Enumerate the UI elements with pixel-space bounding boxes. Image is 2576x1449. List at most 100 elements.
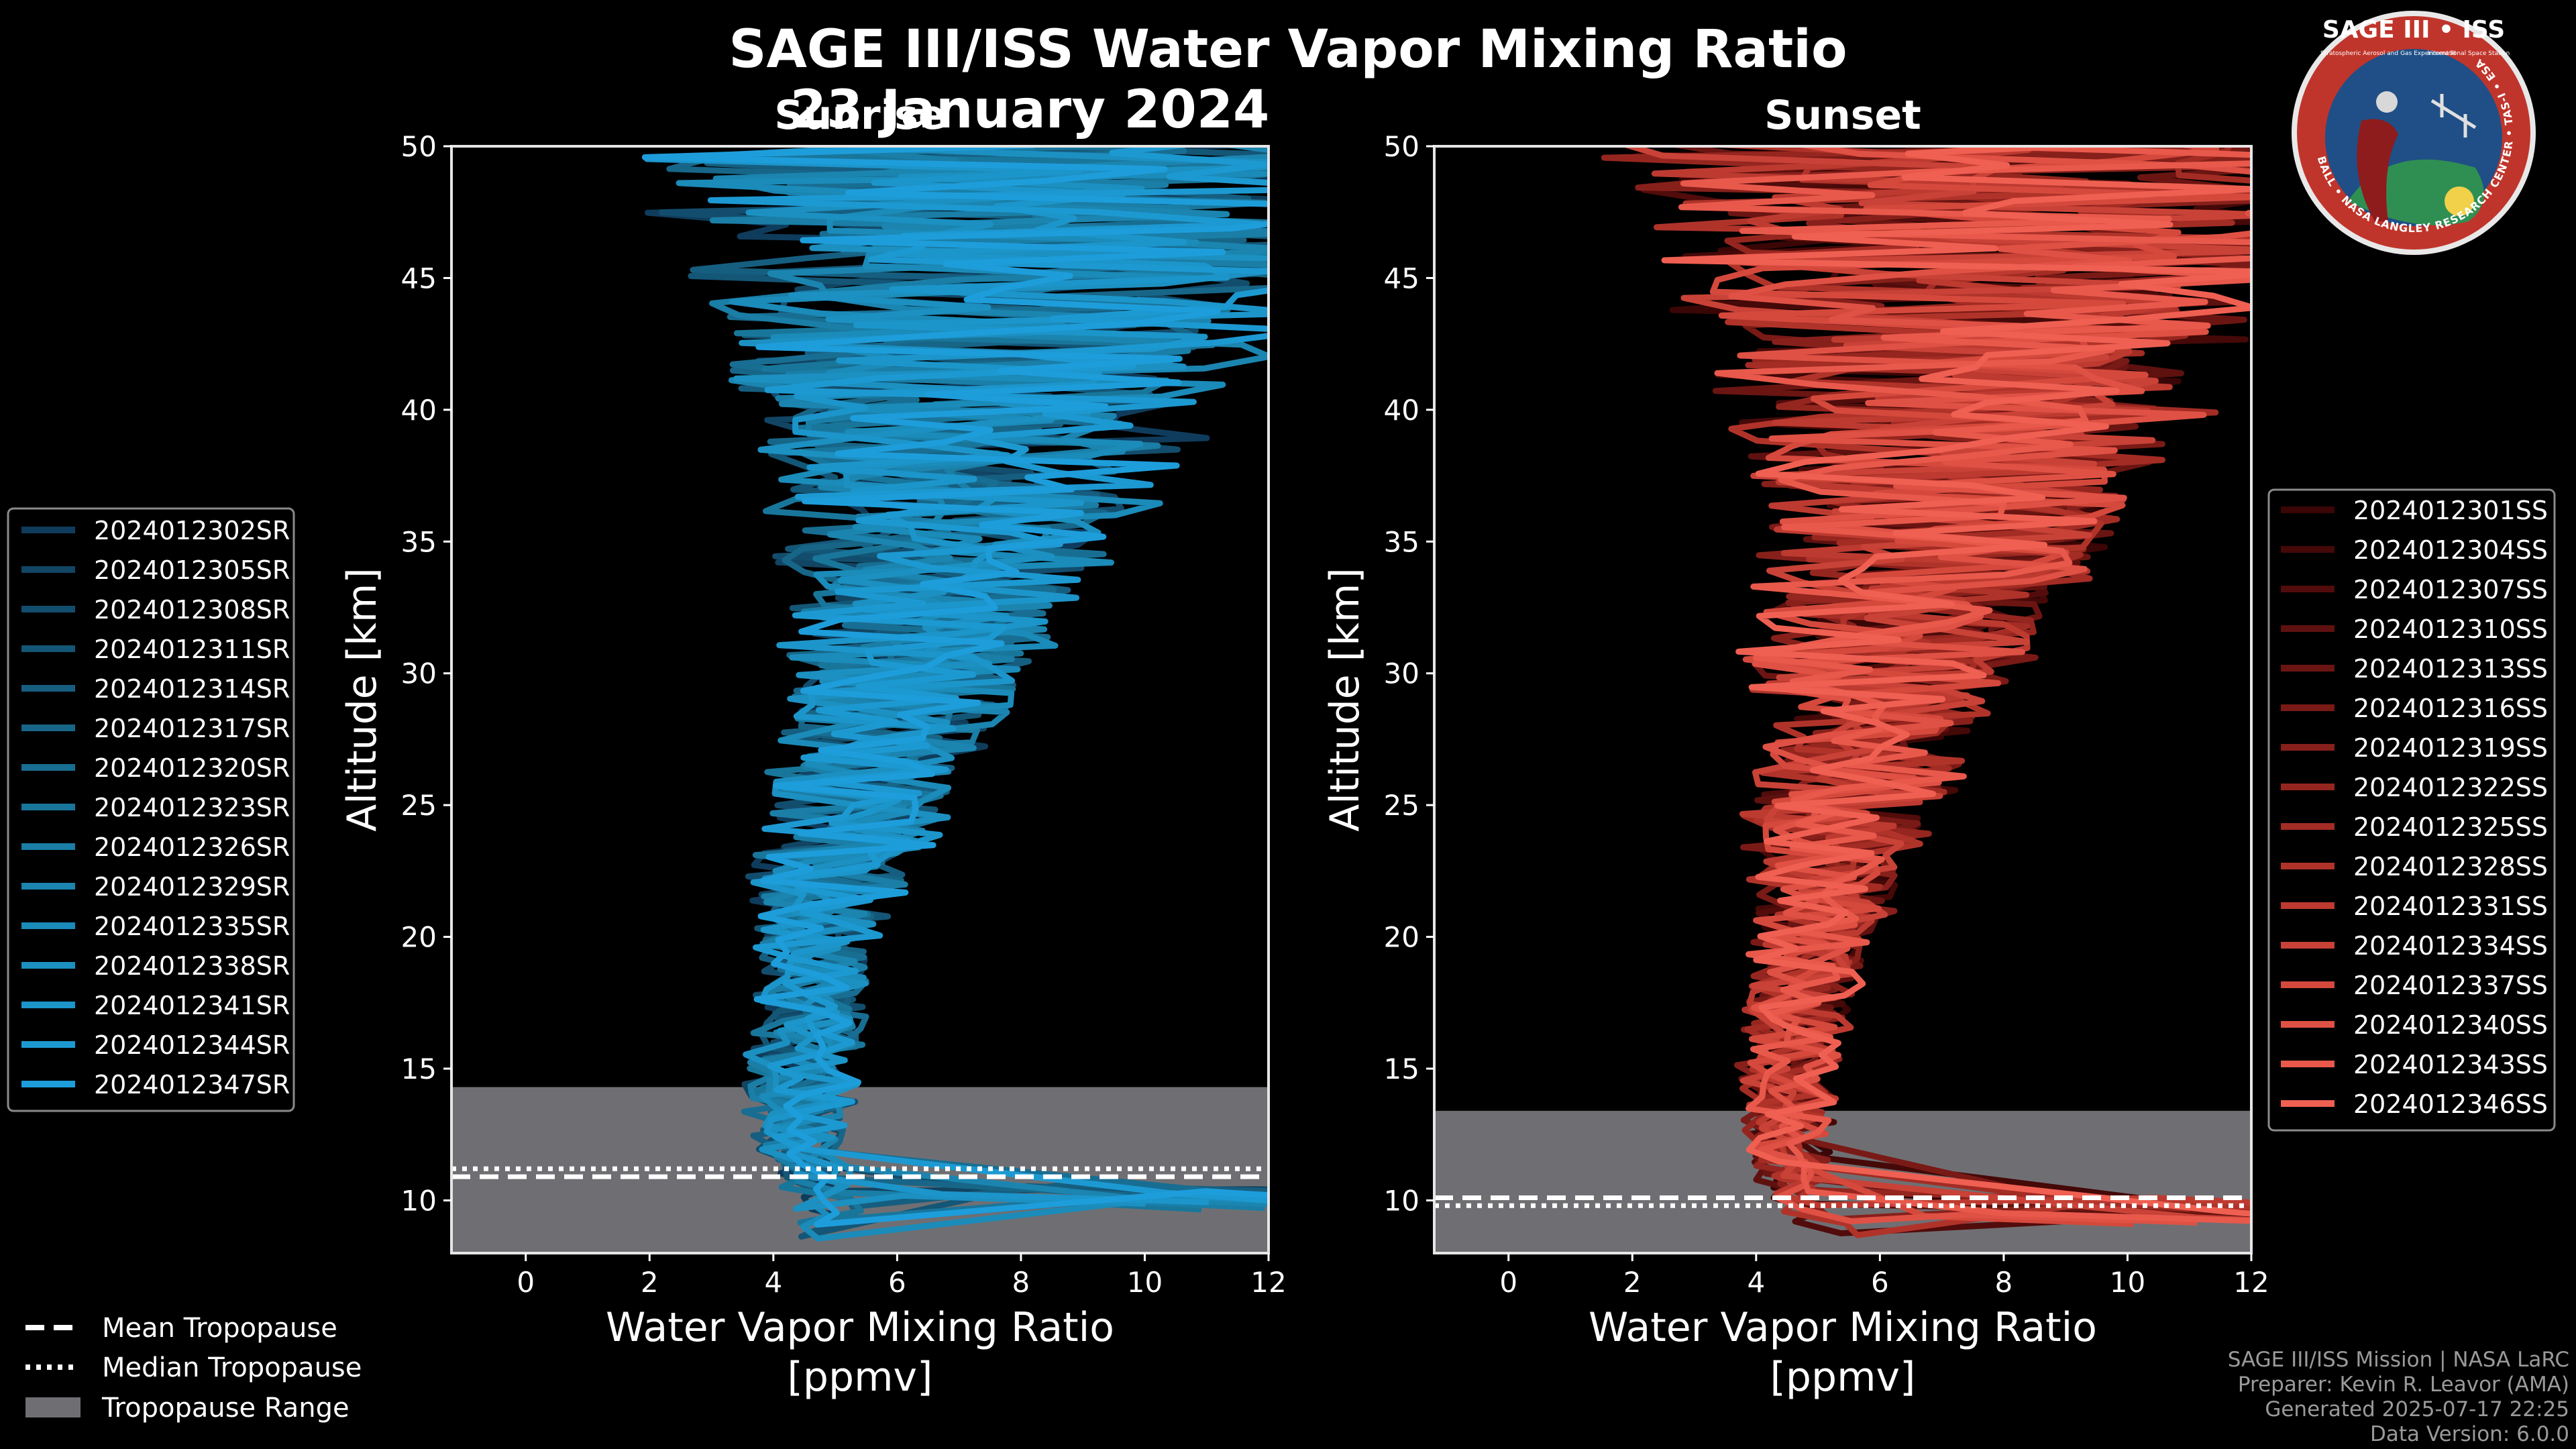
legend-label-2024012326SR: 2024012326SR [94,833,290,862]
sunrise-y-axis-label: Altitude [km] [339,568,386,832]
badge-sun-icon [2445,186,2474,216]
credit-generated: Generated 2025-07-17 22:25 [2265,1397,2569,1421]
sunrise-legend: 2024012302SR 2024012305SR 2024012308SR 2024… [7,507,295,1112]
credit-mission: SAGE III/ISS Mission | NASA LaRC [2228,1348,2569,1372]
badge-subtitle: Stratospheric Aerosol and Gas Experiment… [2320,50,2456,57]
x-tick-label: 2 [641,1266,659,1299]
sunrise-plot-frame [450,145,1270,1254]
legend-label-2024012302SR: 2024012302SR [94,516,290,545]
legend-label-2024012347SR: 2024012347SR [94,1070,290,1099]
legend-label-2024012316SS: 2024012316SS [2353,694,2548,723]
x-tick-label: 6 [888,1266,906,1299]
legend-label-2024012328SS: 2024012328SS [2353,852,2548,881]
range-legend-label: Tropopause Range [101,1393,350,1424]
x-tick-label: 8 [1995,1266,2013,1299]
legend-label-2024012343SS: 2024012343SS [2353,1050,2548,1079]
y-tick-label: 50 [1384,130,1419,163]
x-tick-label: 0 [1499,1266,1517,1299]
x-tick-label: 12 [1250,1266,1286,1299]
profile-line-2024012346SS [1661,146,2251,1217]
sunset-y-axis-label: Altitude [km] [1322,568,1368,832]
legend-label-2024012313SS: 2024012313SS [2353,654,2548,684]
y-tick-label: 25 [401,789,437,822]
legend-label-2024012338SR: 2024012338SR [94,951,290,981]
legend-label-2024012329SR: 2024012329SR [94,872,290,902]
badge-subtitle-2: International Space Station [2428,50,2510,57]
mean-legend-label: Mean Tropopause [102,1313,337,1344]
sunset-panel-title: Sunset [1764,92,1921,139]
legend-label-2024012307SS: 2024012307SS [2353,575,2548,604]
legend-label-2024012340SS: 2024012340SS [2353,1010,2548,1040]
sunrise-chart: 0 2 4 6 8 10 12 10 15 20 25 30 35 40 45 50 Altitude [km… [339,130,1287,1401]
sunrise-panel-title: Sunrise [774,92,945,139]
x-tick-label: 10 [2110,1266,2145,1299]
y-tick-label: 40 [401,394,437,427]
badge-moon-icon [2376,91,2398,113]
main-title: SAGE III/ISS Water Vapor Mixing Ratio [729,19,1847,80]
y-tick-label: 10 [1384,1184,1419,1217]
x-tick-label: 4 [1747,1266,1765,1299]
legend-label-2024012325SS: 2024012325SS [2353,812,2548,842]
y-tick-label: 25 [1384,789,1419,822]
legend-label-2024012304SS: 2024012304SS [2353,535,2548,565]
legend-label-2024012331SS: 2024012331SS [2353,892,2548,921]
legend-label-2024012311SR: 2024012311SR [94,635,290,664]
credits: SAGE III/ISS Mission | NASA LaRC Prepare… [2228,1348,2569,1446]
sunrise-x-axis-unit: [ppmv] [788,1354,933,1401]
sunrise-x-axis-label: Water Vapor Mixing Ratio [606,1304,1114,1351]
range-legend-swatch [25,1397,80,1417]
y-tick-label: 20 [401,921,437,954]
profile-line-2024012347SR [641,146,1269,1228]
sunset-legend: 2024012301SS 2024012304SS 2024012307SS 2024… [2267,488,2556,1132]
legend-label-2024012334SS: 2024012334SS [2353,931,2548,961]
y-tick-label: 40 [1384,394,1419,427]
legend-label-2024012337SS: 2024012337SS [2353,971,2548,1000]
y-tick-label: 45 [1384,262,1419,294]
median-legend-label: Median Tropopause [102,1352,362,1383]
badge-figure-icon [2357,119,2398,221]
x-tick-label: 2 [1623,1266,1642,1299]
date-subtitle: 23 January 2024 [790,80,1270,140]
profile-line-2024012344SR [707,146,1269,1203]
y-tick-label: 30 [1384,657,1419,690]
y-tick-label: 35 [401,525,437,558]
y-tick-label: 50 [401,130,437,163]
y-tick-label: 15 [1384,1053,1419,1085]
legend-label-2024012320SR: 2024012320SR [94,753,290,783]
legend-label-2024012341SR: 2024012341SR [94,991,290,1020]
x-tick-label: 6 [1871,1266,1889,1299]
x-tick-label: 4 [764,1266,782,1299]
legend-label-2024012344SR: 2024012344SR [94,1030,290,1060]
badge-station-icon [2430,94,2477,138]
tropopause-legend: Mean Tropopause Median Tropopause Tropop… [25,1313,362,1424]
legend-label-2024012310SS: 2024012310SS [2353,614,2548,644]
sunset-legend-box [2267,488,2556,1132]
profile-line-2024012343SS [1678,146,2251,1224]
x-tick-label: 10 [1127,1266,1163,1299]
sunset-plot-frame [1433,145,2253,1254]
y-tick-label: 45 [401,262,437,294]
legend-label-2024012335SR: 2024012335SR [94,912,290,941]
badge-title: SAGE III • ISS [2322,16,2505,44]
credit-data-version: Data Version: 6.0.0 [2370,1422,2569,1446]
x-tick-label: 12 [2233,1266,2269,1299]
legend-label-2024012314SR: 2024012314SR [94,674,290,704]
legend-label-2024012346SS: 2024012346SS [2353,1089,2548,1119]
legend-label-2024012301SS: 2024012301SS [2353,496,2548,525]
legend-label-2024012317SR: 2024012317SR [94,714,290,743]
profile-line-2024012341SR [643,146,1269,1205]
y-tick-label: 35 [1384,525,1419,558]
sage-iss-badge: SAGE III • ISS Stratospheric Aerosol and… [2292,11,2536,255]
credit-preparer: Preparer: Kevin R. Leavor (AMA) [2238,1373,2569,1397]
legend-label-2024012323SR: 2024012323SR [94,793,290,822]
x-tick-label: 8 [1012,1266,1030,1299]
sunset-x-axis-label: Water Vapor Mixing Ratio [1589,1304,2097,1351]
y-tick-label: 30 [401,657,437,690]
x-tick-label: 0 [517,1266,535,1299]
y-tick-label: 20 [1384,921,1419,954]
sunset-chart: 0 2 4 6 8 10 12 10 15 20 25 30 35 40 45 50 Altitude [km… [1322,130,2269,1401]
y-tick-label: 10 [401,1184,437,1217]
y-tick-label: 15 [401,1053,437,1085]
legend-label-2024012322SS: 2024012322SS [2353,773,2548,802]
